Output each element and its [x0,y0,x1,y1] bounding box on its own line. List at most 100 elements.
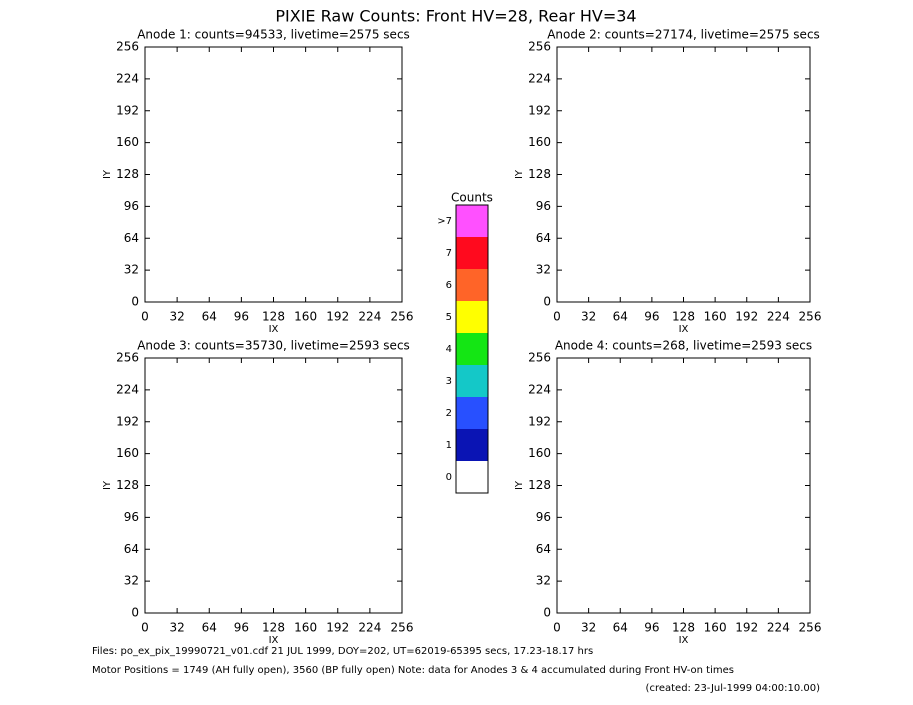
y-axis-label: IY [514,480,525,490]
colorbar-label: 1 [446,440,452,451]
y-tick-label: 224 [528,382,551,396]
y-tick-label: 0 [543,606,551,620]
y-tick-label: 192 [528,103,551,117]
y-tick-label: 160 [528,446,551,460]
colorbar-swatch [456,269,488,301]
colorbar-label: 4 [446,344,452,355]
y-axis-label: IY [102,480,113,490]
x-tick-label: 224 [767,621,790,635]
y-tick-label: 64 [536,542,551,556]
y-tick-label: 256 [116,40,139,54]
x-tick-label: 0 [141,310,149,324]
y-tick-label: 224 [116,71,139,85]
y-tick-label: 96 [536,510,551,524]
x-tick-label: 192 [735,621,758,635]
x-axis-label: IX [679,635,689,646]
y-tick-label: 64 [536,231,551,245]
x-tick-label: 64 [202,310,217,324]
y-tick-label: 160 [528,135,551,149]
y-tick-label: 224 [528,71,551,85]
y-tick-label: 64 [124,542,139,556]
x-tick-label: 96 [234,621,249,635]
x-axis-label: IX [269,635,279,646]
colorbar-swatch [456,333,488,365]
x-tick-label: 128 [672,621,695,635]
x-tick-label: 160 [294,310,317,324]
colorbar-title: Counts [451,191,493,205]
colorbar-label: 0 [446,472,452,483]
plot-frame [556,46,811,303]
y-tick-label: 256 [116,351,139,365]
x-tick-label: 96 [644,621,659,635]
x-tick-label: 256 [799,621,822,635]
y-tick-label: 256 [528,40,551,54]
y-tick-label: 192 [116,103,139,117]
colorbar-swatch [456,429,488,461]
y-tick-label: 32 [536,574,551,588]
y-tick-label: 0 [131,295,139,309]
x-tick-label: 0 [553,621,561,635]
y-tick-label: 32 [124,263,139,277]
x-tick-label: 192 [326,621,349,635]
x-tick-label: 32 [169,621,184,635]
plot-frame [144,357,403,614]
x-tick-label: 64 [613,621,628,635]
colorbar-label: 2 [446,408,452,419]
x-tick-label: 32 [581,621,596,635]
colorbar-swatch [456,397,488,429]
x-tick-label: 192 [326,310,349,324]
x-axis-label: IX [679,324,689,335]
colorbar-label: 7 [446,248,452,259]
y-tick-label: 128 [528,167,551,181]
x-tick-label: 96 [644,310,659,324]
x-tick-label: 256 [391,310,414,324]
colorbar-label: 6 [446,280,452,291]
x-axis-label: IX [269,324,279,335]
x-tick-label: 256 [391,621,414,635]
x-tick-label: 128 [672,310,695,324]
y-tick-label: 32 [536,263,551,277]
colorbar-label: 3 [446,376,452,387]
colorbar-label: 5 [446,312,452,323]
y-tick-label: 0 [131,606,139,620]
y-tick-label: 96 [536,199,551,213]
x-tick-label: 160 [704,621,727,635]
x-tick-label: 160 [704,310,727,324]
x-tick-label: 32 [169,310,184,324]
colorbar-swatch [456,237,488,269]
plot-frame [556,357,811,614]
plot-frame [144,46,403,303]
y-tick-label: 256 [528,351,551,365]
x-tick-label: 32 [581,310,596,324]
plot-title: Anode 2: counts=27174, livetime=2575 sec… [547,28,820,42]
plot-title: Anode 1: counts=94533, livetime=2575 sec… [137,28,410,42]
y-tick-label: 160 [116,135,139,149]
y-tick-label: 224 [116,382,139,396]
y-tick-label: 0 [543,295,551,309]
y-axis-label: IY [514,169,525,179]
y-tick-label: 128 [116,478,139,492]
footer-line: Motor Positions = 1749 (AH fully open), … [92,665,734,676]
x-tick-label: 256 [799,310,822,324]
y-tick-label: 96 [124,510,139,524]
x-tick-label: 224 [358,310,381,324]
y-tick-label: 128 [528,478,551,492]
colorbar-swatch [456,301,488,333]
footer-line: Files: po_ex_pix_19990721_v01.cdf 21 JUL… [92,646,593,657]
colorbar-label: >7 [437,216,452,227]
y-tick-label: 128 [116,167,139,181]
y-tick-label: 96 [124,199,139,213]
y-tick-label: 64 [124,231,139,245]
y-axis-label: IY [102,169,113,179]
x-tick-label: 128 [262,621,285,635]
x-tick-label: 128 [262,310,285,324]
colorbar-swatch [456,205,488,237]
x-tick-label: 224 [767,310,790,324]
x-tick-label: 224 [358,621,381,635]
x-tick-label: 160 [294,621,317,635]
colorbar-frame [455,204,489,494]
x-tick-label: 96 [234,310,249,324]
colorbar-swatch [456,461,488,493]
x-tick-label: 64 [613,310,628,324]
